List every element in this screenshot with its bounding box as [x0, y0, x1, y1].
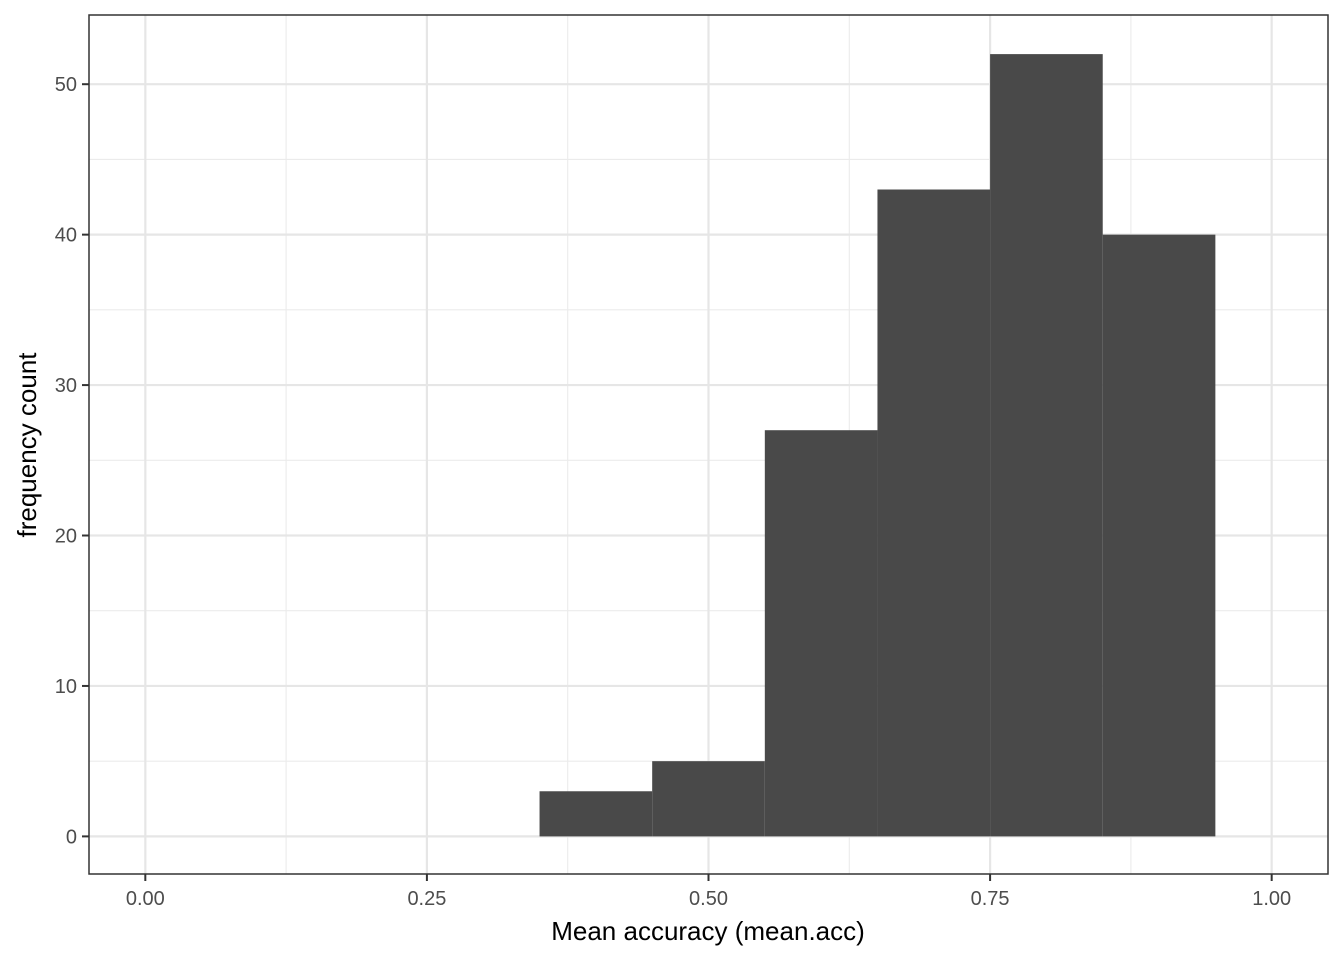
- x-tick-label: 0.50: [689, 888, 728, 910]
- x-axis-label: Mean accuracy (mean.acc): [551, 916, 865, 946]
- bar: [990, 54, 1103, 837]
- bar: [764, 430, 878, 837]
- bar: [877, 189, 991, 837]
- panel-border: [88, 14, 1329, 875]
- y-axis-label: frequency count: [12, 352, 42, 538]
- y-tick-label: 50: [55, 74, 77, 96]
- bar: [1102, 234, 1216, 837]
- x-tick-label: 1.00: [1252, 888, 1291, 910]
- x-tick-label: 0.75: [971, 888, 1010, 910]
- y-tick-label: 20: [55, 526, 77, 548]
- y-tick-label: 30: [55, 375, 77, 397]
- y-tick-label: 10: [55, 676, 77, 698]
- x-tick-label: 0.25: [407, 888, 446, 910]
- y-tick-label: 0: [66, 826, 77, 848]
- y-tick-label: 40: [55, 225, 77, 247]
- x-tick-label: 0.00: [126, 888, 165, 910]
- bar: [539, 791, 653, 837]
- bar: [652, 761, 765, 837]
